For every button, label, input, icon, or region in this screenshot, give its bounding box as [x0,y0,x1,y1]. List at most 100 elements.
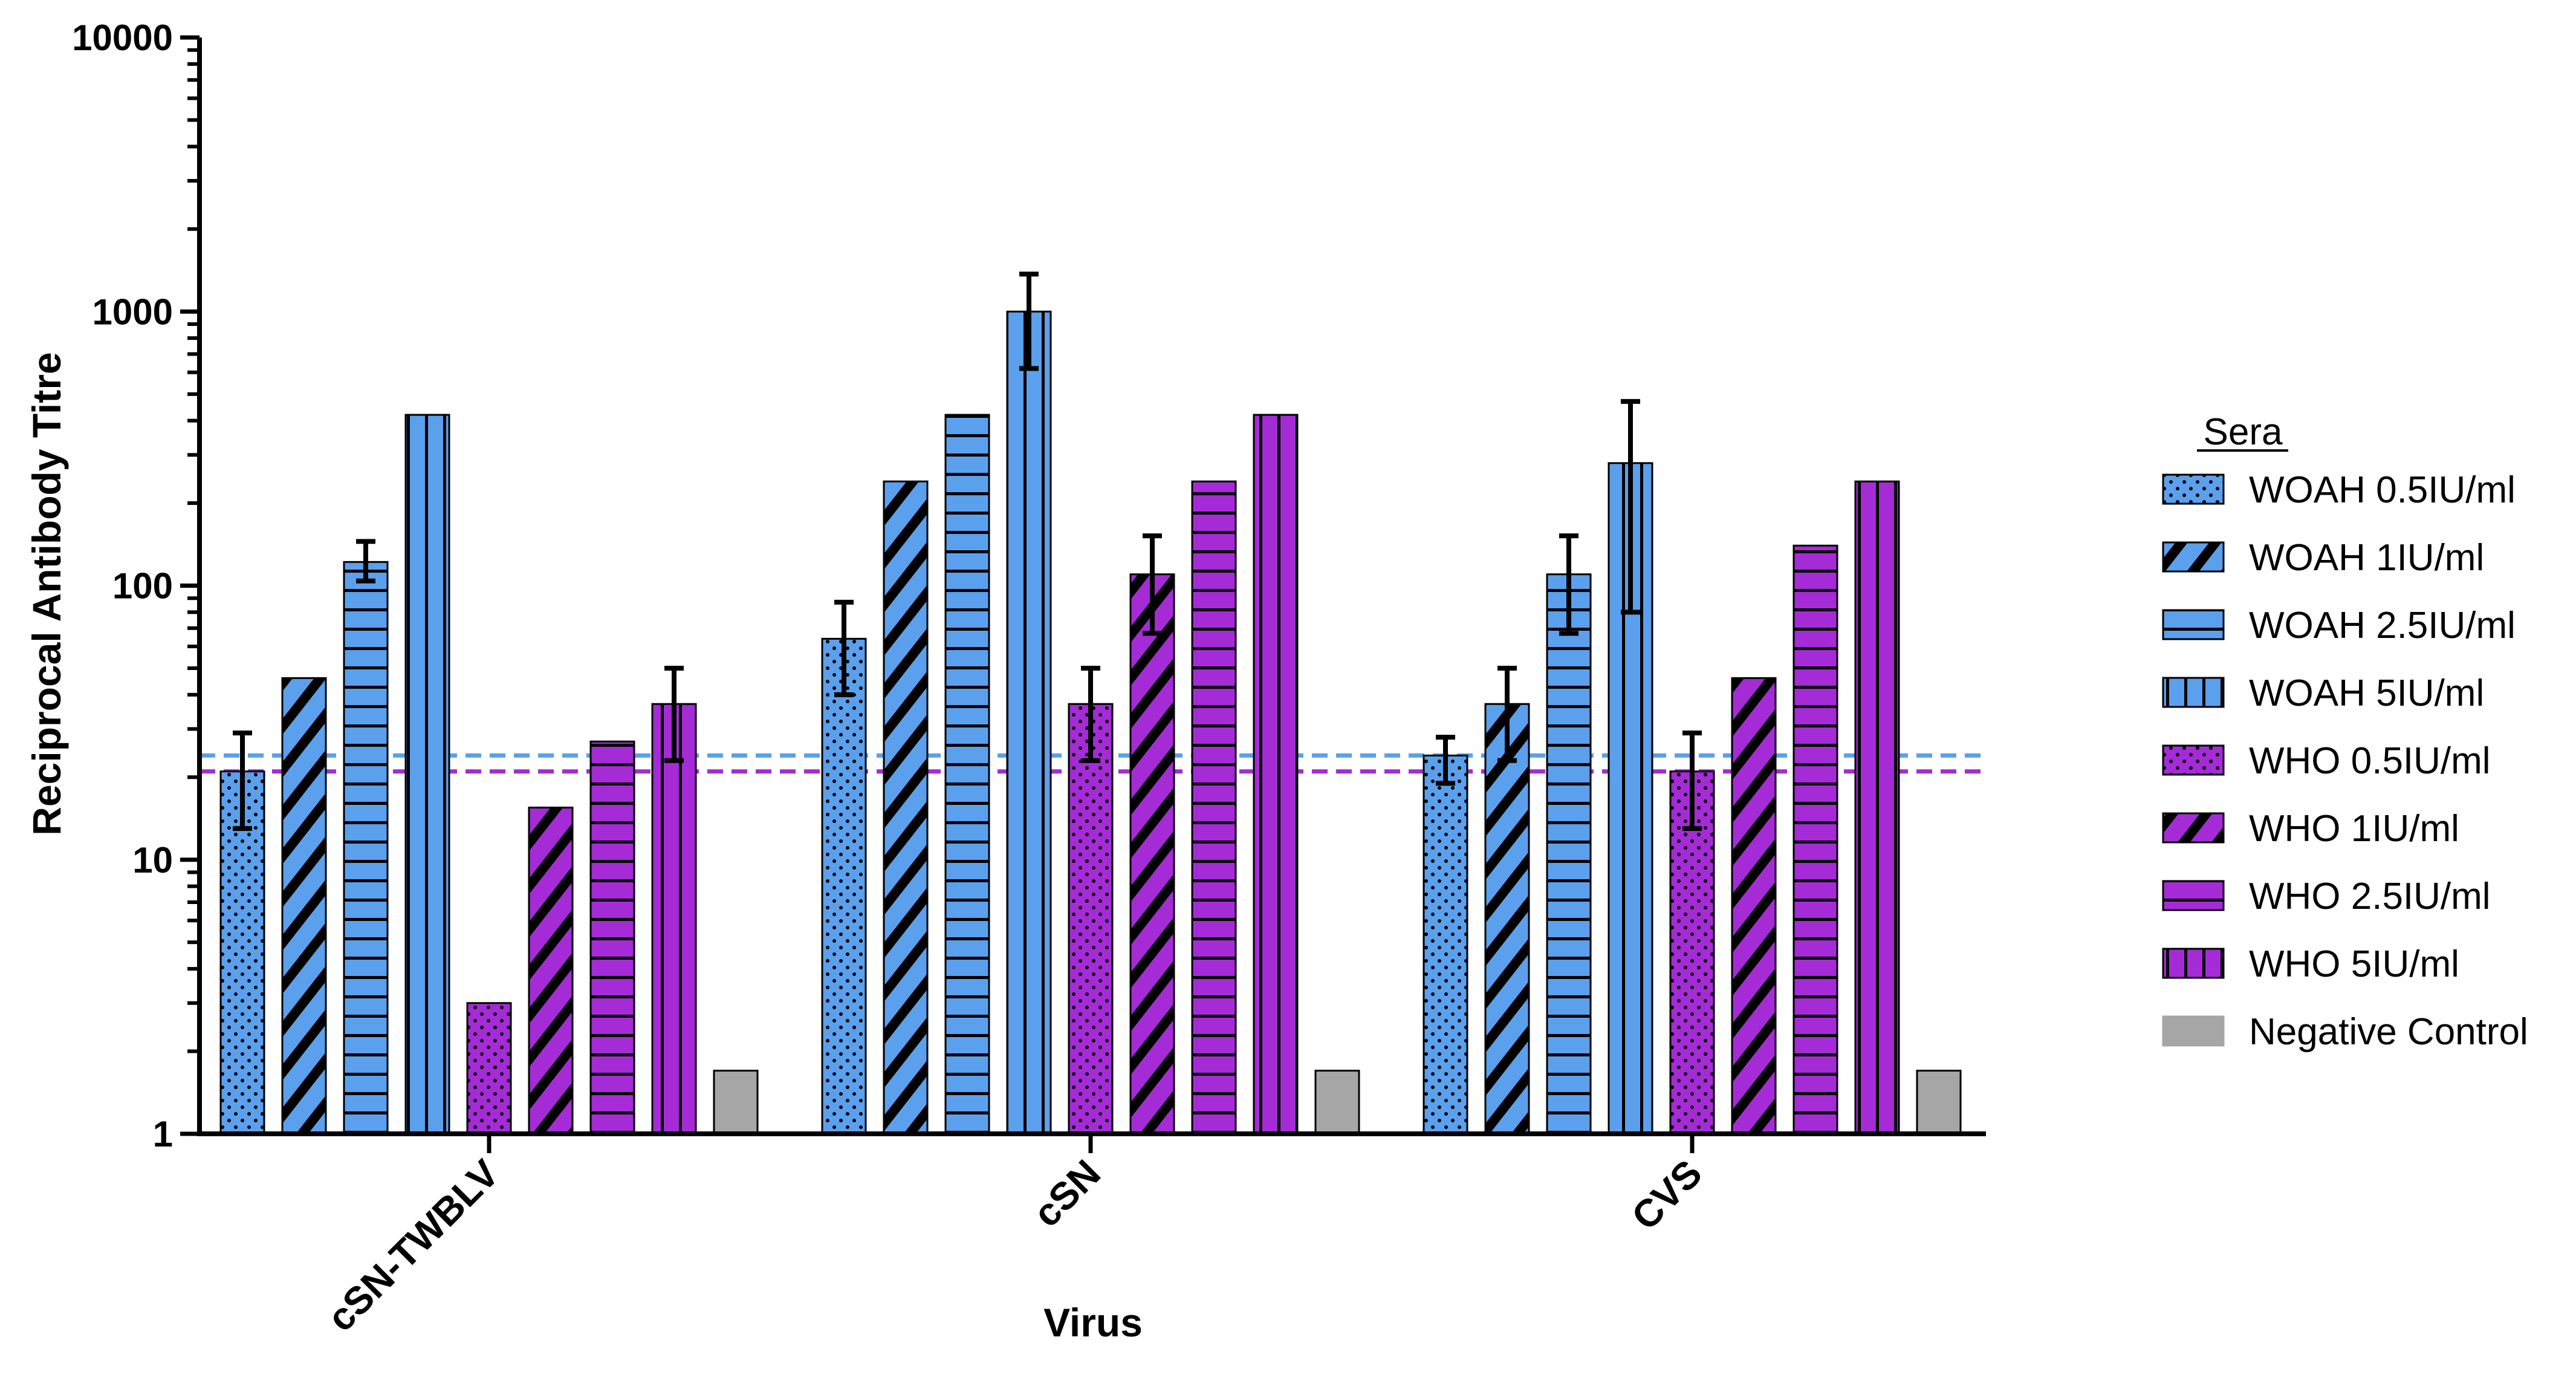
legend-swatch-outline [2162,744,2225,776]
bar-pattern [1007,311,1051,1134]
y-tick-label: 1 [153,1114,173,1154]
error-bar [1019,272,1039,371]
legend-swatch-outline [2162,812,2225,844]
legend-swatch [2163,1017,2224,1046]
bar-pattern [884,481,927,1134]
error-bar [1559,533,1578,636]
bar [1916,1070,1962,1135]
bar-pattern [1424,755,1467,1134]
bar-pattern [652,704,696,1134]
x-tick-label: cSN-TWBLV [319,1151,507,1340]
legend-swatch-pattern [2163,610,2224,639]
bar-fill [714,1070,758,1134]
bar [821,637,867,1135]
bar-pattern [282,678,326,1134]
y-tick-label: 1000 [92,291,173,332]
bar [883,480,929,1135]
bar-pattern [1254,415,1297,1134]
legend-label: WHO 0.5IU/ml [2249,740,2491,782]
bar [1731,677,1777,1135]
error-bar [664,665,684,763]
error-bar [1081,665,1100,763]
legend-swatch-outline [2162,1015,2225,1047]
bar [1253,414,1299,1135]
legend-item: WOAH 1IU/ml [2162,537,2484,579]
bar-pattern [822,639,866,1134]
x-tick-label: CVS [1623,1151,1710,1238]
legend-swatch-outline [2162,948,2225,979]
bar-pattern [1131,574,1174,1134]
x-axis-title: Virus [1043,1300,1143,1345]
legend-swatch-pattern [2163,881,2224,910]
bar-pattern [221,771,264,1134]
bar [1068,703,1114,1135]
bar-pattern [1732,678,1776,1134]
legend-swatch-pattern [2163,475,2224,504]
bar-pattern [1794,545,1837,1134]
legend-label: WOAH 2.5IU/ml [2249,605,2516,646]
bar-pattern [591,741,634,1134]
legend-label: WOAH 0.5IU/ml [2249,469,2516,511]
y-tick-label: 10 [132,840,173,880]
bar [1546,573,1592,1135]
bar [281,677,327,1135]
bar [1129,573,1175,1135]
legend-item: WOAH 5IU/ml [2162,672,2484,714]
bar [1484,703,1530,1135]
legend-label: WHO 2.5IU/ml [2249,876,2491,917]
y-axis-title: Reciprocal Antibody Titre [24,352,69,835]
legend-label: Negative Control [2249,1011,2528,1053]
bar [1314,1070,1360,1135]
bar [944,414,990,1135]
legend-item: WHO 5IU/ml [2162,943,2459,985]
legend-label: WOAH 1IU/ml [2249,537,2484,579]
error-bar [1621,398,1640,615]
bars [219,310,1962,1135]
bar [404,414,450,1135]
bar-pattern [946,415,989,1134]
bar-pattern [1547,574,1591,1134]
bar [219,770,265,1135]
legend-title: Sera [2204,411,2283,453]
bar-pattern [1192,481,1236,1134]
bar-pattern [1670,771,1714,1134]
bar [1792,544,1838,1135]
bar-pattern [529,807,573,1134]
bar [1191,480,1237,1135]
legend: Sera WOAH 0.5IU/ml WOAH 1IU/ml WOAH 2.5IU/… [2162,411,2528,1053]
bar [1669,770,1715,1135]
legend-swatch-pattern [2163,949,2224,978]
bar [651,703,697,1135]
legend-swatch-pattern [2163,678,2224,707]
y-axis: 1 10 100 1000 10000 [72,18,202,1154]
bar-pattern [1855,481,1899,1134]
legend-items: WOAH 0.5IU/ml WOAH 1IU/ml WOAH 2.5IU/ml WOA… [2162,469,2528,1053]
y-tick-label: 10000 [72,18,173,58]
error-bar [1682,730,1702,831]
bar-pattern [467,1003,511,1134]
y-tick-label: 100 [112,566,173,607]
error-bar [1497,665,1517,763]
bar-pattern [1485,704,1529,1134]
error-bar [356,539,375,584]
legend-swatch-outline [2162,473,2225,505]
legend-swatch-pattern [2163,746,2224,775]
error-bar [1143,533,1162,636]
error-bar [233,730,252,831]
legend-item: Negative Control [2162,1011,2528,1053]
bar [528,806,574,1135]
bar-fill [1917,1070,1961,1134]
bar [343,561,389,1135]
legend-swatch-outline [2162,541,2225,573]
error-bar [1436,735,1455,786]
legend-swatch-pattern [2163,542,2224,571]
bar [466,1002,512,1135]
error-bars [233,272,1702,831]
legend-item: WOAH 0.5IU/ml [2162,469,2516,511]
legend-item: WHO 2.5IU/ml [2162,876,2491,917]
legend-label: WOAH 5IU/ml [2249,672,2484,714]
bar [1854,480,1900,1135]
error-bar [834,599,854,697]
bar [1423,754,1468,1135]
